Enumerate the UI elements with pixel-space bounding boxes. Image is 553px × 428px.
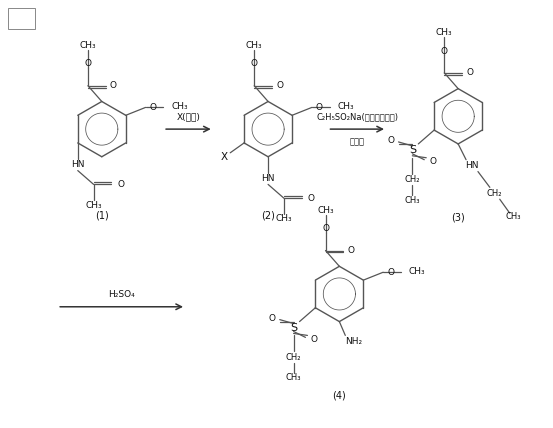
Text: (1): (1)	[95, 211, 108, 221]
Text: O: O	[429, 157, 436, 166]
Text: O: O	[322, 224, 329, 233]
Text: CH₃: CH₃	[405, 196, 420, 205]
Text: O: O	[316, 103, 323, 112]
Text: 催化剂: 催化剂	[349, 137, 364, 146]
Text: CH₃: CH₃	[85, 201, 102, 210]
Text: O: O	[441, 47, 448, 56]
Text: X: X	[221, 152, 228, 162]
Text: O: O	[117, 180, 124, 189]
Text: CH₃: CH₃	[171, 102, 188, 111]
Text: O: O	[466, 68, 473, 77]
Text: O: O	[109, 81, 117, 90]
Text: O: O	[251, 59, 258, 68]
Text: CH₃: CH₃	[275, 214, 292, 223]
Text: S: S	[409, 145, 416, 155]
Bar	[8, 8, 35, 30]
Text: HN: HN	[71, 160, 85, 169]
Text: CH₂: CH₂	[286, 353, 301, 362]
Text: S: S	[290, 323, 297, 333]
Text: O: O	[347, 246, 354, 255]
Text: CH₃: CH₃	[317, 205, 334, 214]
Text: O: O	[269, 314, 276, 323]
Text: CH₃: CH₃	[80, 41, 96, 50]
Text: C₂H₅SO₂Na(乙基亚磺酸钠): C₂H₅SO₂Na(乙基亚磺酸钠)	[316, 112, 398, 121]
Text: NH₂: NH₂	[345, 337, 362, 346]
Text: O: O	[149, 103, 156, 112]
Text: CH₃: CH₃	[436, 28, 452, 37]
Text: CH₃: CH₃	[286, 373, 301, 382]
Text: O: O	[85, 59, 91, 68]
Text: H₂SO₄: H₂SO₄	[108, 290, 135, 299]
Text: HN: HN	[262, 174, 275, 183]
Text: CH₂: CH₂	[486, 189, 502, 198]
Text: O: O	[310, 335, 317, 344]
Text: O: O	[276, 81, 283, 90]
Text: X(卤素): X(卤素)	[176, 112, 200, 121]
Text: O: O	[307, 194, 315, 203]
Text: CH₃: CH₃	[246, 41, 263, 50]
Text: (2): (2)	[261, 211, 275, 221]
Text: CH₂: CH₂	[405, 175, 420, 184]
Text: CH₃: CH₃	[506, 212, 521, 221]
Text: O: O	[388, 137, 394, 146]
Text: (4): (4)	[332, 391, 346, 401]
Text: CH₃: CH₃	[409, 267, 425, 276]
Text: HN: HN	[465, 161, 479, 170]
Text: (3): (3)	[451, 213, 465, 223]
Text: CH₃: CH₃	[338, 102, 354, 111]
Text: O: O	[387, 268, 394, 277]
